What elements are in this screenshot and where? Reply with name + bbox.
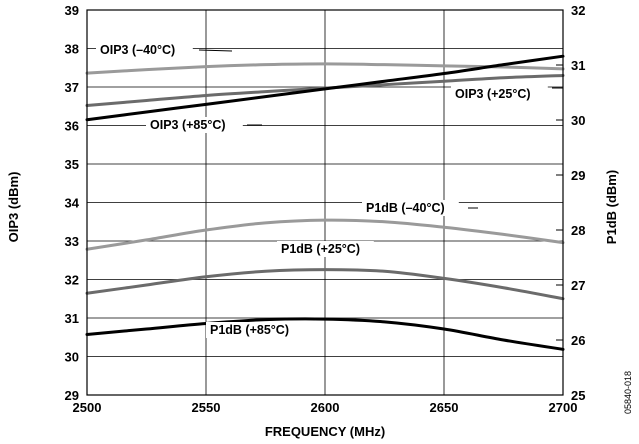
y-tick-label-left: 32 — [65, 273, 79, 288]
series-line-p1db-40-c — [85, 218, 565, 251]
series-label-oip3-85-c: OIP3 (+85°C) — [150, 118, 226, 132]
series-label-bg — [96, 42, 193, 58]
y-axis-left-title: OIP3 (dBm) — [6, 172, 21, 243]
series-label-p1db-40-c: P1dB (–40°C) — [366, 201, 445, 215]
series-label-bg — [277, 241, 374, 257]
y-tick-label-left: 31 — [65, 311, 79, 326]
y-tick-label-right: 29 — [571, 168, 585, 183]
x-tick-label: 2650 — [430, 400, 459, 415]
series-label-p1db-25-c: P1dB (+25°C) — [281, 242, 360, 256]
y-tick-label-right: 27 — [571, 278, 585, 293]
label-leaders — [198, 49, 563, 209]
y-tick-label-left: 39 — [65, 3, 79, 18]
series-labels: OIP3 (–40°C) OIP3 (+25°C) OIP3 (+85°C) P1dB… — [96, 42, 548, 338]
y-tick-label-right: 30 — [571, 113, 585, 128]
y-axis-right-title: P1dB (dBm) — [604, 170, 619, 244]
y-tick-label-left: 30 — [65, 350, 79, 365]
y-tick-label-left: 38 — [65, 42, 79, 57]
y-tick-label-right: 31 — [571, 58, 585, 73]
x-tick-label: 2700 — [549, 400, 578, 415]
y-tick-label-left: 35 — [65, 157, 79, 172]
x-tick-label: 2500 — [73, 400, 102, 415]
y-tick-label-left: 29 — [65, 388, 79, 403]
x-tick-label: 2600 — [311, 400, 340, 415]
y-tick-label-right: 32 — [571, 3, 585, 18]
series-label-p1db-85-c: P1dB (+85°C) — [210, 323, 289, 337]
figure-id: 05840-018 — [623, 371, 633, 414]
series-label-bg — [146, 117, 243, 133]
series-line-oip3-85-c — [85, 54, 565, 122]
series-label-oip3-25-c: OIP3 (+25°C) — [455, 87, 531, 101]
y-tick-label-left: 33 — [65, 234, 79, 249]
series-label-bg — [206, 322, 303, 338]
series-label-bg — [451, 86, 548, 102]
y-tick-label-left: 36 — [65, 119, 79, 134]
series-label-bg — [362, 200, 459, 216]
series-label-oip3-40-c: OIP3 (–40°C) — [100, 43, 175, 57]
series-lines — [85, 54, 565, 351]
x-tick-label: 2550 — [192, 400, 221, 415]
y-tick-label-right: 26 — [571, 333, 585, 348]
y-tick-label-left: 37 — [65, 80, 79, 95]
y-tick-label-right: 28 — [571, 223, 585, 238]
plot-frame — [86, 9, 564, 396]
x-axis-title: FREQUENCY (MHz) — [265, 424, 385, 439]
label-leader-line — [198, 49, 233, 52]
tick-labels: 2500 2550 2600 2650 2700 29 30 31 32 33 34 35 36 37 38… — [65, 3, 586, 415]
series-line-p1db-85-c — [85, 317, 565, 351]
series-line-p1db-25-c — [85, 268, 565, 301]
y-tick-label-right: 25 — [571, 388, 585, 403]
y-tick-label-left: 34 — [65, 196, 80, 211]
